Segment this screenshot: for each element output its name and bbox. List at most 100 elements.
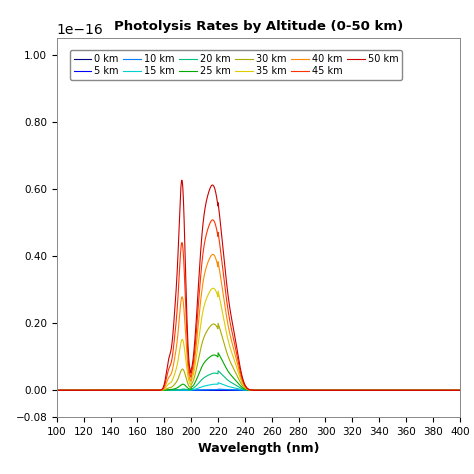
Line: 20 km: 20 km <box>57 371 460 390</box>
0 km <box>406 387 411 393</box>
30 km <box>457 387 463 393</box>
10 km <box>457 387 463 393</box>
10 km <box>226 387 232 392</box>
5 km <box>406 387 411 393</box>
45 km <box>210 217 215 223</box>
0 km <box>54 387 60 393</box>
15 km <box>226 384 232 390</box>
40 km <box>210 252 216 257</box>
0 km <box>215 387 221 393</box>
0 km <box>449 387 455 393</box>
45 km <box>124 387 129 393</box>
40 km <box>54 387 60 393</box>
50 km <box>406 387 411 393</box>
40 km <box>406 387 411 393</box>
15 km <box>100 387 106 393</box>
5 km <box>100 387 106 393</box>
25 km <box>457 387 463 393</box>
20 km <box>100 387 106 393</box>
Line: 45 km: 45 km <box>57 220 460 390</box>
30 km <box>100 387 106 393</box>
50 km <box>226 300 232 305</box>
5 km <box>226 387 232 393</box>
5 km <box>215 387 221 393</box>
50 km <box>54 387 60 393</box>
10 km <box>124 387 129 393</box>
30 km <box>406 387 411 393</box>
25 km <box>215 350 221 356</box>
20 km <box>406 387 411 393</box>
0 km <box>209 387 214 393</box>
35 km <box>406 387 411 393</box>
30 km <box>449 387 455 393</box>
20 km <box>215 368 221 374</box>
15 km <box>54 387 60 393</box>
45 km <box>54 387 60 393</box>
25 km <box>100 387 106 393</box>
50 km <box>457 387 463 393</box>
35 km <box>226 341 232 346</box>
25 km <box>54 387 60 393</box>
Line: 30 km: 30 km <box>57 323 460 390</box>
50 km <box>100 387 106 393</box>
50 km <box>124 387 129 393</box>
45 km <box>226 313 232 319</box>
30 km <box>215 320 221 326</box>
40 km <box>209 253 214 258</box>
35 km <box>54 387 60 393</box>
25 km <box>209 353 214 359</box>
25 km <box>449 387 455 393</box>
0 km <box>100 387 106 393</box>
30 km <box>124 387 129 393</box>
0 km <box>226 387 232 393</box>
10 km <box>100 387 106 393</box>
35 km <box>209 286 214 292</box>
15 km <box>406 387 411 393</box>
25 km <box>226 370 232 375</box>
30 km <box>54 387 60 393</box>
5 km <box>457 387 463 393</box>
35 km <box>449 387 455 393</box>
20 km <box>209 371 214 377</box>
Line: 40 km: 40 km <box>57 255 460 390</box>
50 km <box>449 387 455 393</box>
0 km <box>457 387 463 393</box>
0 km <box>124 387 129 393</box>
Title: Photolysis Rates by Altitude (0-50 km): Photolysis Rates by Altitude (0-50 km) <box>114 19 403 33</box>
5 km <box>54 387 60 393</box>
45 km <box>406 387 411 393</box>
5 km <box>124 387 129 393</box>
40 km <box>100 387 106 393</box>
45 km <box>449 387 455 393</box>
30 km <box>226 356 232 362</box>
20 km <box>124 387 129 393</box>
Legend: 0 km, 5 km, 10 km, 15 km, 20 km, 25 km, 30 km, 35 km, 40 km, 45 km, 50 km: 0 km, 5 km, 10 km, 15 km, 20 km, 25 km, … <box>70 50 402 80</box>
35 km <box>457 387 463 393</box>
35 km <box>124 387 129 393</box>
40 km <box>124 387 129 393</box>
50 km <box>209 183 214 189</box>
30 km <box>209 322 214 328</box>
35 km <box>100 387 106 393</box>
15 km <box>449 387 455 393</box>
15 km <box>457 387 463 393</box>
15 km <box>124 387 129 393</box>
50 km <box>179 177 185 183</box>
5 km <box>209 387 214 393</box>
20 km <box>226 378 232 384</box>
20 km <box>457 387 463 393</box>
5 km <box>449 387 455 393</box>
20 km <box>449 387 455 393</box>
40 km <box>226 327 232 333</box>
10 km <box>215 386 221 392</box>
15 km <box>209 382 214 387</box>
10 km <box>54 387 60 393</box>
45 km <box>100 387 106 393</box>
Line: 10 km: 10 km <box>57 389 460 390</box>
Line: 50 km: 50 km <box>57 180 460 390</box>
35 km <box>210 285 216 291</box>
10 km <box>406 387 411 393</box>
45 km <box>209 218 214 224</box>
40 km <box>457 387 463 393</box>
Line: 15 km: 15 km <box>57 383 460 390</box>
